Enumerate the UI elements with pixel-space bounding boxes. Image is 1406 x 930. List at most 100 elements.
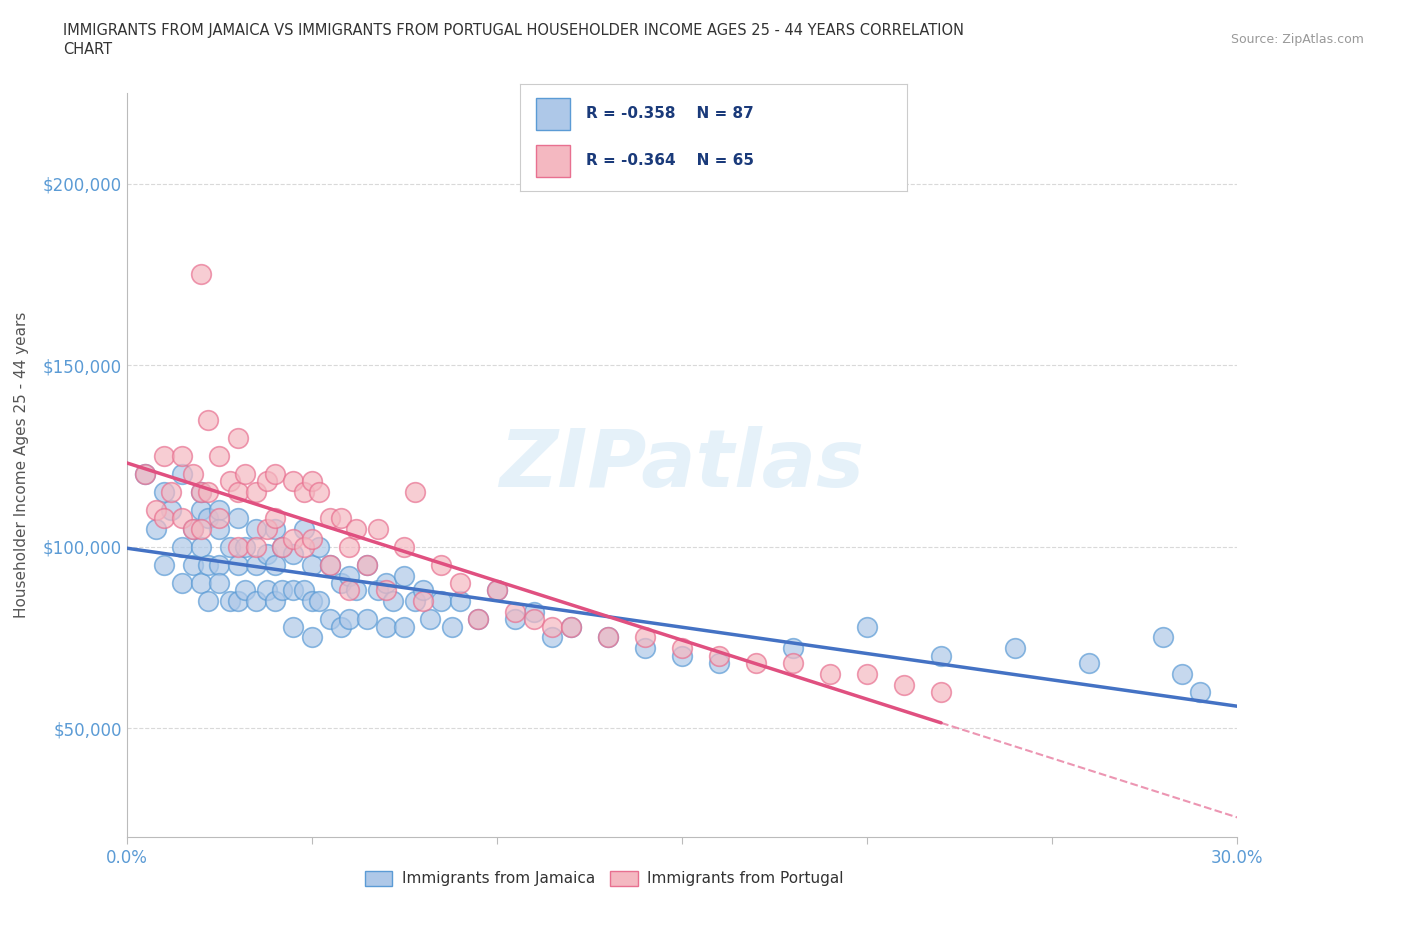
Point: [233, 583, 256, 598]
Point: [292, 583, 315, 598]
Point: [152, 557, 174, 572]
Point: [181, 557, 204, 572]
Point: [449, 576, 471, 591]
Point: [190, 539, 212, 554]
Point: [197, 485, 219, 499]
Point: [281, 619, 304, 634]
Point: [208, 557, 231, 572]
Point: [134, 467, 156, 482]
Point: [634, 630, 657, 644]
Point: [152, 511, 174, 525]
Point: [337, 568, 360, 583]
Point: [197, 412, 219, 427]
Point: [1170, 666, 1192, 681]
Point: [208, 511, 231, 525]
Point: [190, 576, 212, 591]
Point: [394, 619, 416, 634]
Point: [856, 619, 879, 634]
Point: [256, 583, 278, 598]
Point: [893, 677, 915, 692]
Point: [308, 485, 330, 499]
Point: [503, 604, 526, 619]
Point: [181, 521, 204, 536]
Point: [707, 648, 730, 663]
Point: [226, 511, 249, 525]
Point: [1189, 684, 1212, 699]
Point: [929, 684, 952, 699]
Point: [356, 557, 378, 572]
Point: [172, 467, 194, 482]
Point: [197, 557, 219, 572]
Point: [671, 648, 693, 663]
Point: [301, 630, 323, 644]
Point: [301, 593, 323, 608]
Text: R = -0.364    N = 65: R = -0.364 N = 65: [586, 153, 754, 168]
Point: [430, 557, 453, 572]
Text: CHART: CHART: [63, 42, 112, 57]
Point: [374, 619, 396, 634]
Point: [233, 467, 256, 482]
Point: [337, 583, 360, 598]
Point: [226, 431, 249, 445]
Point: [197, 511, 219, 525]
Point: [308, 593, 330, 608]
Point: [523, 604, 546, 619]
Point: [404, 593, 426, 608]
Point: [1004, 641, 1026, 656]
Point: [281, 583, 304, 598]
Point: [263, 593, 285, 608]
Point: [374, 583, 396, 598]
Point: [596, 630, 619, 644]
FancyBboxPatch shape: [536, 98, 571, 129]
Point: [382, 593, 405, 608]
Point: [271, 539, 294, 554]
Text: Source: ZipAtlas.com: Source: ZipAtlas.com: [1230, 33, 1364, 46]
Point: [245, 485, 267, 499]
Point: [412, 593, 434, 608]
Point: [181, 467, 204, 482]
Point: [281, 547, 304, 562]
Text: R = -0.358    N = 87: R = -0.358 N = 87: [586, 106, 754, 121]
Point: [226, 593, 249, 608]
Point: [707, 656, 730, 671]
Point: [782, 641, 804, 656]
Point: [929, 648, 952, 663]
Point: [419, 612, 441, 627]
Point: [503, 612, 526, 627]
Point: [337, 539, 360, 554]
Point: [671, 641, 693, 656]
Point: [344, 583, 367, 598]
Point: [292, 485, 315, 499]
FancyBboxPatch shape: [536, 145, 571, 177]
Point: [404, 485, 426, 499]
Point: [226, 539, 249, 554]
Point: [256, 521, 278, 536]
Point: [523, 612, 546, 627]
Point: [190, 521, 212, 536]
Point: [219, 474, 242, 489]
Point: [596, 630, 619, 644]
Point: [319, 511, 342, 525]
Point: [190, 503, 212, 518]
Point: [226, 485, 249, 499]
Point: [263, 467, 285, 482]
Point: [172, 539, 194, 554]
Point: [190, 485, 212, 499]
Point: [301, 474, 323, 489]
Point: [172, 576, 194, 591]
Point: [219, 593, 242, 608]
Point: [145, 503, 167, 518]
Point: [134, 467, 156, 482]
Point: [208, 448, 231, 463]
Point: [301, 532, 323, 547]
Point: [337, 612, 360, 627]
Point: [319, 557, 342, 572]
Point: [319, 612, 342, 627]
Text: ZIPatlas: ZIPatlas: [499, 426, 865, 504]
Point: [245, 539, 267, 554]
Point: [190, 485, 212, 499]
Point: [271, 539, 294, 554]
Point: [292, 539, 315, 554]
Point: [1078, 656, 1101, 671]
Point: [330, 511, 353, 525]
